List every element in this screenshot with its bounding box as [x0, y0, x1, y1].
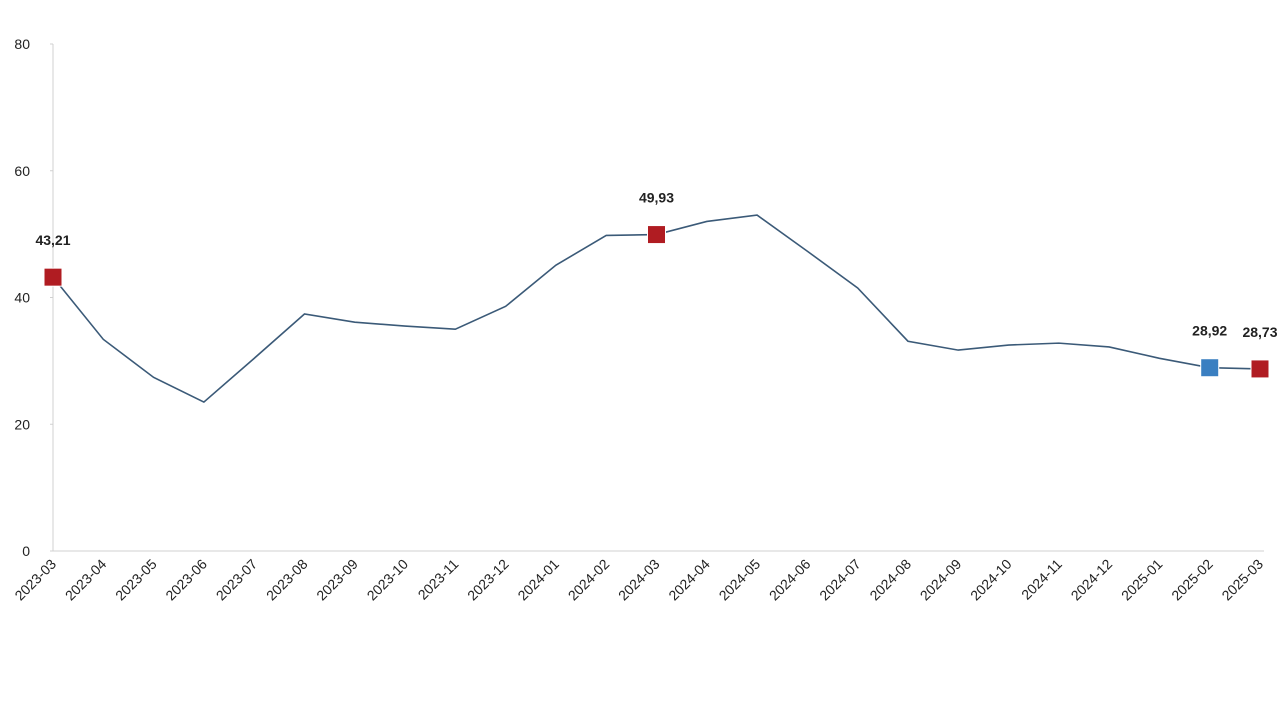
x-tick-label: 2024-07	[816, 556, 864, 604]
x-tick-label: 2024-11	[1018, 556, 1065, 603]
x-tick-label: 2023-12	[464, 556, 512, 604]
x-tick-label: 2024-10	[967, 556, 1015, 604]
y-tick-label: 60	[14, 163, 30, 179]
x-tick-label: 2023-10	[364, 556, 412, 604]
x-tick-label: 2023-08	[263, 556, 311, 604]
x-tick-label: 2024-08	[866, 556, 914, 604]
x-tick-label: 2024-01	[514, 556, 562, 604]
y-tick-label: 40	[14, 290, 30, 306]
value-label: 43,21	[35, 232, 70, 248]
x-tick-label: 2024-03	[615, 556, 663, 604]
value-label: 49,93	[639, 190, 674, 206]
x-tick-label: 2024-02	[565, 556, 613, 604]
x-tick-label: 2023-05	[112, 556, 160, 604]
value-label: 28,73	[1242, 324, 1277, 340]
x-tick-label: 2024-12	[1068, 556, 1116, 604]
marker	[43, 267, 63, 287]
marker	[1200, 358, 1220, 378]
y-tick-label: 0	[22, 543, 30, 559]
x-tick-label: 2024-06	[766, 556, 814, 604]
x-tick-label: 2025-02	[1168, 556, 1216, 604]
x-tick-label: 2023-06	[162, 556, 210, 604]
value-label: 28,92	[1192, 323, 1227, 339]
x-tick-label: 2023-11	[415, 556, 462, 603]
x-tick-label: 2024-04	[665, 556, 713, 604]
x-tick-label: 2024-05	[716, 556, 764, 604]
x-tick-label: 2024-09	[917, 556, 965, 604]
x-tick-label: 2023-04	[62, 556, 110, 604]
x-tick-label: 2025-01	[1118, 556, 1166, 604]
x-tick-label: 2023-09	[313, 556, 361, 604]
x-tick-label: 2023-03	[11, 556, 59, 604]
x-tick-label: 2025-03	[1218, 556, 1266, 604]
marker	[1250, 359, 1270, 379]
y-tick-label: 80	[14, 36, 30, 52]
y-tick-label: 20	[14, 416, 30, 432]
marker	[647, 225, 666, 245]
x-tick-label: 2023-07	[213, 556, 261, 604]
